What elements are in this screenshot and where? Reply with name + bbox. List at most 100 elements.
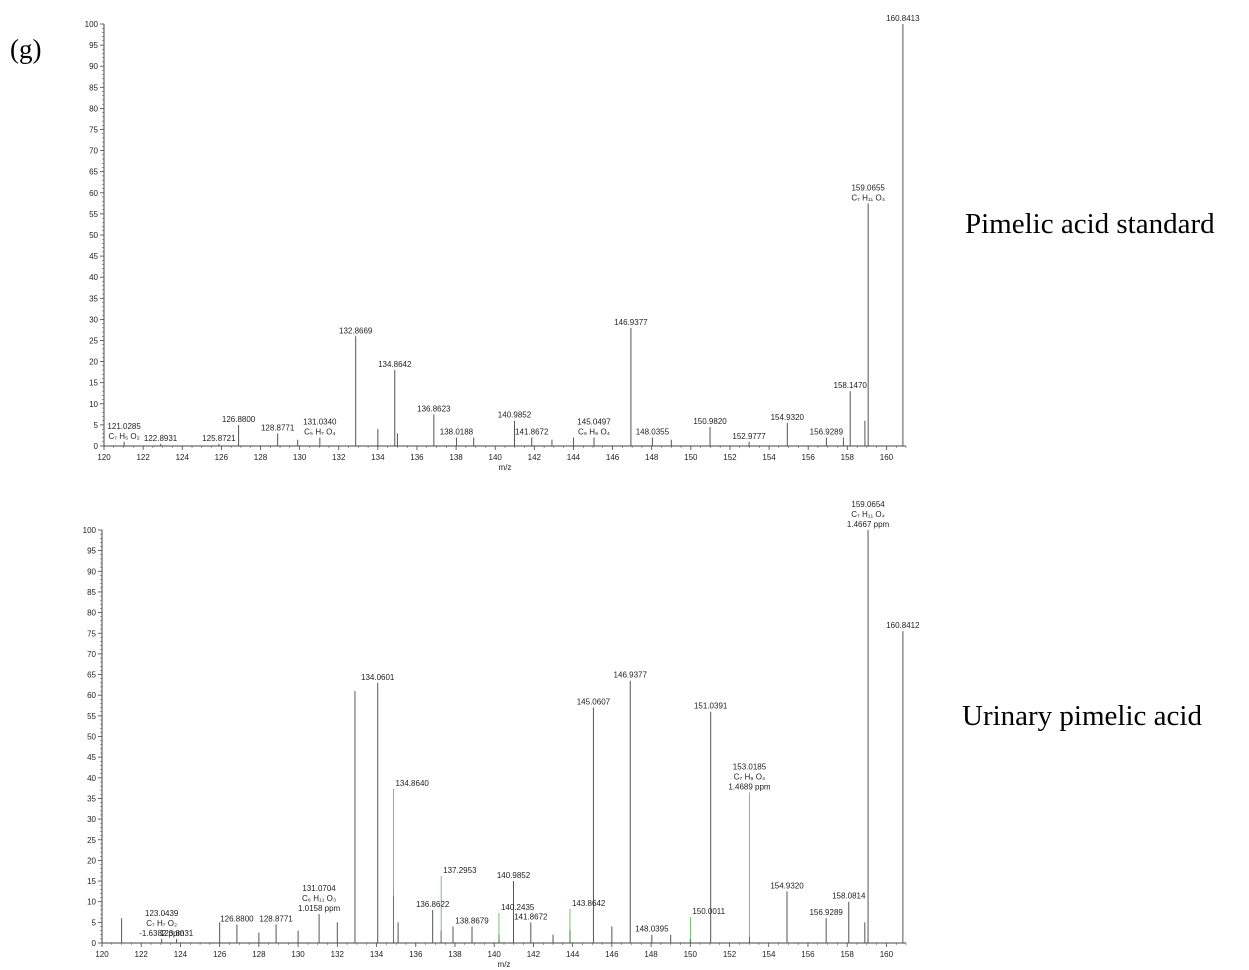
chart1-x-tick-label: 154	[762, 453, 776, 462]
chart1-peak-label: C₇ H₁₁ O₄	[851, 193, 885, 202]
chart2-peak-label: 146.9377	[614, 671, 648, 680]
chart1-x-tick-label: 126	[215, 453, 229, 462]
chart1-y-tick-label: 95	[89, 41, 98, 50]
chart1-peak-label: C₇ H₅ O₂	[108, 432, 139, 441]
chart1-y-tick-label: 45	[89, 252, 98, 261]
chart1-side-label: Pimelic acid standard	[965, 208, 1215, 240]
chart1-y-tick-label: 70	[89, 147, 98, 156]
chart1-x-tick-label: 130	[293, 453, 307, 462]
chart1-x-tick-label: 150	[684, 453, 698, 462]
chart2-peak-label: 1.0158 ppm	[298, 904, 341, 913]
chart2-x-tick-label: 128	[252, 950, 266, 959]
chart2-y-tick-label: 10	[87, 898, 96, 907]
chart2-x-tick-label: 132	[331, 950, 345, 959]
chart2-x-tick-label: 122	[135, 950, 149, 959]
chart2-peak-label: 126.8800	[220, 914, 254, 923]
chart1-peak-label: 156.9289	[810, 428, 844, 437]
chart2-y-tick-label: 25	[87, 836, 96, 845]
chart1-peak-label: 158.1470	[834, 381, 868, 390]
chart2-x-tick-label: 136	[409, 950, 423, 959]
chart1-x-tick-label: 128	[254, 453, 268, 462]
chart2-x-axis-label: m/z	[498, 960, 511, 969]
chart2-y-tick-label: 60	[87, 691, 96, 700]
chart1-x-tick-label: 144	[567, 453, 581, 462]
panel-label: (g)	[10, 34, 42, 64]
chart2-peak-label: 148.0395	[635, 925, 669, 934]
chart1-peak-label: 138.0188	[440, 428, 474, 437]
chart1-y-tick-label: 50	[89, 231, 98, 240]
chart1-peak-label: 125.8721	[202, 434, 236, 443]
chart2-x-tick-label: 144	[566, 950, 580, 959]
chart2-x-tick-label: 138	[448, 950, 462, 959]
chart1-y-tick-label: 100	[85, 20, 99, 29]
chart1-x-tick-label: 142	[528, 453, 542, 462]
chart1-x-axis-label: m/z	[499, 463, 512, 472]
chart2-y-tick-label: 50	[87, 733, 96, 742]
chart1-y-tick-label: 40	[89, 273, 98, 282]
chart2-peak-label: 140.9852	[497, 871, 531, 880]
chart1-peak-label: 132.8669	[339, 326, 373, 335]
chart1-y-tick-label: 25	[89, 337, 98, 346]
chart2-x-tick-label: 158	[840, 950, 854, 959]
chart2-x-tick-label: 140	[488, 950, 502, 959]
chart1-y-tick-label: 30	[89, 315, 98, 324]
chart2-x-tick-label: 126	[213, 950, 227, 959]
chart1-peak-label: 131.0340	[303, 418, 337, 427]
chart2-x-tick-label: 120	[95, 950, 109, 959]
chart1-y-tick-label: 0	[94, 442, 99, 451]
chart1-peak-label: C₆ H₉ O₄	[578, 428, 610, 437]
chart2-x-tick-label: 130	[291, 950, 305, 959]
chart2-peak-label: C₇ H₉ O₄	[734, 773, 765, 782]
chart2-peak-label: 123.0439	[145, 909, 179, 918]
chart2-y-tick-label: 30	[87, 815, 96, 824]
chart1-x-tick-label: 148	[645, 453, 659, 462]
chart1-peak-label: 160.8413	[886, 14, 920, 23]
chart1-peak-label: 152.9777	[732, 432, 766, 441]
chart2-y-tick-label: 35	[87, 794, 96, 803]
chart1-peak-label: 159.0655	[851, 183, 885, 192]
chart1-y-tick-label: 10	[89, 400, 98, 409]
chart2-y-tick-label: 20	[87, 856, 96, 865]
chart1-y-tick-label: 65	[89, 168, 98, 177]
chart2-peak-label: 158.0814	[832, 892, 866, 901]
chart2-peak-label: C₇ H₇ O₂	[146, 919, 177, 928]
chart2-peak-label: 150.0011	[692, 907, 725, 916]
chart2-peak-label: 145.0607	[577, 698, 611, 707]
chart1-x-tick-label: 138	[449, 453, 463, 462]
chart1-peak-label: 126.8800	[222, 415, 256, 424]
chart2-x-tick-label: 134	[370, 950, 384, 959]
chart1-y-tick-label: 75	[89, 126, 98, 135]
chart2-peak-label: 156.9289	[809, 908, 843, 917]
chart2-peak-label: 1.4689 ppm	[728, 783, 771, 792]
chart2-peak-label: 151.0391	[694, 702, 728, 711]
chart2-y-tick-label: 65	[87, 671, 96, 680]
chart1-peak-label: 150.9820	[693, 417, 727, 426]
chart1-peak-label: 134.8642	[378, 360, 412, 369]
chart2-y-tick-label: 0	[92, 939, 97, 948]
chart1-y-tick-label: 60	[89, 189, 98, 198]
chart1-peak-label: 146.9377	[614, 318, 648, 327]
chart1-x-tick-label: 140	[489, 453, 503, 462]
chart2-x-tick-label: 154	[762, 950, 776, 959]
chart2-y-tick-label: 45	[87, 753, 96, 762]
chart1-x-tick-label: 136	[410, 453, 424, 462]
chart1-peak-label: 121.0285	[107, 422, 141, 431]
chart1-x-tick-label: 120	[97, 453, 111, 462]
chart2-peak-label: 136.8622	[416, 900, 450, 909]
chart1-x-tick-label: 156	[802, 453, 816, 462]
chart2-y-tick-label: 80	[87, 609, 96, 618]
chart2-x-tick-label: 142	[527, 950, 541, 959]
chart2-peak-label: 160.8412	[886, 621, 920, 630]
chart2-peak-label: 159.0654	[851, 500, 885, 509]
chart2-y-tick-label: 55	[87, 712, 96, 721]
chart2-peak-label: 128.8771	[259, 914, 293, 923]
chart2-y-tick-label: 70	[87, 650, 96, 659]
chart1-x-tick-label: 158	[841, 453, 855, 462]
chart2-y-tick-label: 15	[87, 877, 96, 886]
chart2-x-tick-label: 146	[605, 950, 619, 959]
chart2-peak-label: C₇ H₁₁ O₄	[851, 510, 885, 519]
chart1-x-tick-label: 152	[723, 453, 737, 462]
chart1-peak-label: C₅ H₇ O₄	[304, 428, 335, 437]
chart2-peak-label: 134.0601	[361, 673, 395, 682]
